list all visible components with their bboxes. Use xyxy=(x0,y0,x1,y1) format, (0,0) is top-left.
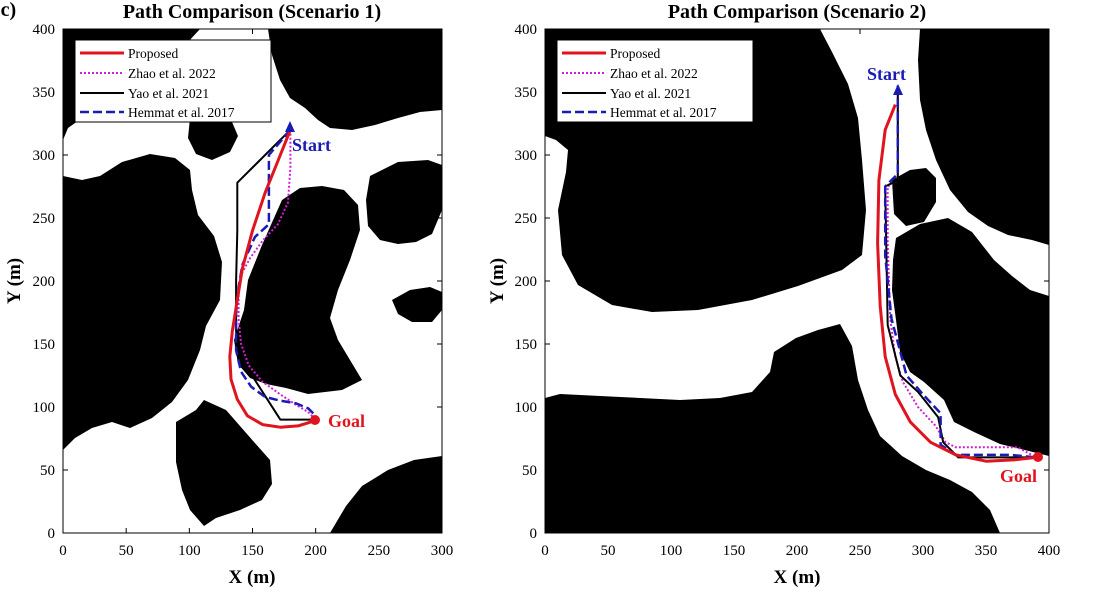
obstacle-2b xyxy=(918,29,1049,245)
goal-label-1: Goal xyxy=(328,411,365,431)
y-tick-label: 150 xyxy=(33,337,56,353)
start-arrow-1 xyxy=(285,121,295,132)
obstacle-2e xyxy=(545,324,1000,533)
series-path-proposed-2 xyxy=(876,104,1037,463)
x-tick-label: 300 xyxy=(431,543,454,559)
xlabel-1: X (m) xyxy=(229,567,276,588)
start-marker-1: Start xyxy=(285,121,331,155)
legend-label-proposed-1: Proposed xyxy=(128,46,178,61)
y-tick-label: 0 xyxy=(48,526,56,542)
obstacle-map-1 xyxy=(63,29,442,533)
x-tick-label: 150 xyxy=(723,543,746,559)
series-path-hemmat-et-al-2017-1 xyxy=(234,128,317,417)
legend-label-zhao-1: Zhao et al. 2022 xyxy=(128,66,216,81)
series-path-zhao-et-al-2022-2 xyxy=(886,85,1037,459)
x-tick-label: 50 xyxy=(601,543,616,559)
xlabel-2: X (m) xyxy=(774,567,821,588)
x-tick-label: 300 xyxy=(912,543,935,559)
goal-label-2: Goal xyxy=(1000,466,1037,486)
y-tick-label: 300 xyxy=(33,148,56,164)
y-tick-label: 0 xyxy=(530,526,538,542)
start-label-1: Start xyxy=(292,135,331,155)
chart-panel-2: Path Comparison (Scenario 2) 0 50 100 150 20… xyxy=(487,1,1060,588)
obstacle-1f xyxy=(366,160,442,244)
x-tick-label: 100 xyxy=(178,543,201,559)
x-tick-label: 200 xyxy=(786,543,809,559)
obstacle-1h xyxy=(176,400,272,526)
path-layer-2 xyxy=(876,85,1037,463)
ticks-2: 0 50 100 150 200 250 300 350 400 0 50 100 150 200 250 3… xyxy=(515,22,1061,559)
y-tick-label: 350 xyxy=(33,85,56,101)
y-tick-label: 350 xyxy=(515,85,538,101)
obstacle-1e xyxy=(234,186,362,394)
legend-label-hemmat-2: Hemmat et al. 2017 xyxy=(610,105,717,120)
goal-marker-2: Goal xyxy=(1000,452,1043,486)
y-tick-label: 250 xyxy=(33,211,56,227)
legend-label-hemmat-1: Hemmat et al. 2017 xyxy=(128,105,235,120)
obstacle-1i xyxy=(330,456,442,533)
figure-label: (c) xyxy=(0,0,16,21)
x-tick-label: 400 xyxy=(1038,543,1061,559)
obstacle-1b xyxy=(268,29,442,130)
series-path-proposed-1 xyxy=(228,129,317,429)
path-layer-1 xyxy=(228,128,317,429)
chart-panel-1: Path Comparison (Scenario 1) 0 50 100 150 20… xyxy=(4,1,453,588)
goal-marker-1: Goal xyxy=(310,411,365,431)
y-tick-label: 150 xyxy=(515,337,538,353)
chart-title-2: Path Comparison (Scenario 2) xyxy=(668,1,926,23)
goal-dot-1 xyxy=(310,415,320,425)
y-tick-label: 400 xyxy=(515,22,538,38)
y-tick-label: 400 xyxy=(33,22,56,38)
x-tick-label: 50 xyxy=(119,543,134,559)
legend-label-proposed-2: Proposed xyxy=(610,46,660,61)
x-tick-label: 0 xyxy=(59,543,67,559)
legend-2: Proposed Zhao et al. 2022 Yao et al. 202… xyxy=(556,39,754,123)
ylabel-1: Y (m) xyxy=(4,258,25,304)
start-label-2: Start xyxy=(867,64,906,84)
series-path-hemmat-et-al-2017-2 xyxy=(883,85,1037,459)
y-tick-label: 200 xyxy=(33,274,56,290)
goal-dot-2 xyxy=(1033,452,1043,462)
y-tick-label: 250 xyxy=(515,211,538,227)
y-tick-label: 50 xyxy=(522,463,537,479)
obstacle-1c xyxy=(188,116,238,160)
obstacle-2d xyxy=(892,218,1049,456)
legend-label-zhao-2: Zhao et al. 2022 xyxy=(610,66,698,81)
legend-1: Proposed Zhao et al. 2022 Yao et al. 202… xyxy=(74,39,272,123)
legend-label-yao-2: Yao et al. 2021 xyxy=(610,86,691,101)
x-tick-label: 150 xyxy=(241,543,264,559)
ticks-1: 0 50 100 150 200 250 300 0 50 100 150 200 250 300 350 4… xyxy=(33,22,454,559)
ylabel-2: Y (m) xyxy=(487,258,508,304)
x-tick-label: 200 xyxy=(304,543,327,559)
x-tick-label: 250 xyxy=(849,543,872,559)
y-tick-label: 50 xyxy=(40,463,55,479)
x-tick-label: 100 xyxy=(660,543,683,559)
y-tick-label: 200 xyxy=(515,274,538,290)
obstacle-2c xyxy=(892,168,936,226)
obstacle-1g xyxy=(392,287,442,322)
y-tick-label: 100 xyxy=(33,400,56,416)
obstacle-1d xyxy=(63,154,222,450)
x-tick-label: 0 xyxy=(541,543,549,559)
legend-label-yao-1: Yao et al. 2021 xyxy=(128,86,209,101)
y-tick-label: 300 xyxy=(515,148,538,164)
series-path-zhao-et-al-2022-1 xyxy=(237,129,317,421)
x-tick-label: 250 xyxy=(368,543,391,559)
chart-title-1: Path Comparison (Scenario 1) xyxy=(123,1,381,23)
x-tick-label: 350 xyxy=(975,543,998,559)
start-arrow-2 xyxy=(893,84,903,95)
y-tick-label: 100 xyxy=(515,400,538,416)
start-marker-2: Start xyxy=(867,64,906,95)
